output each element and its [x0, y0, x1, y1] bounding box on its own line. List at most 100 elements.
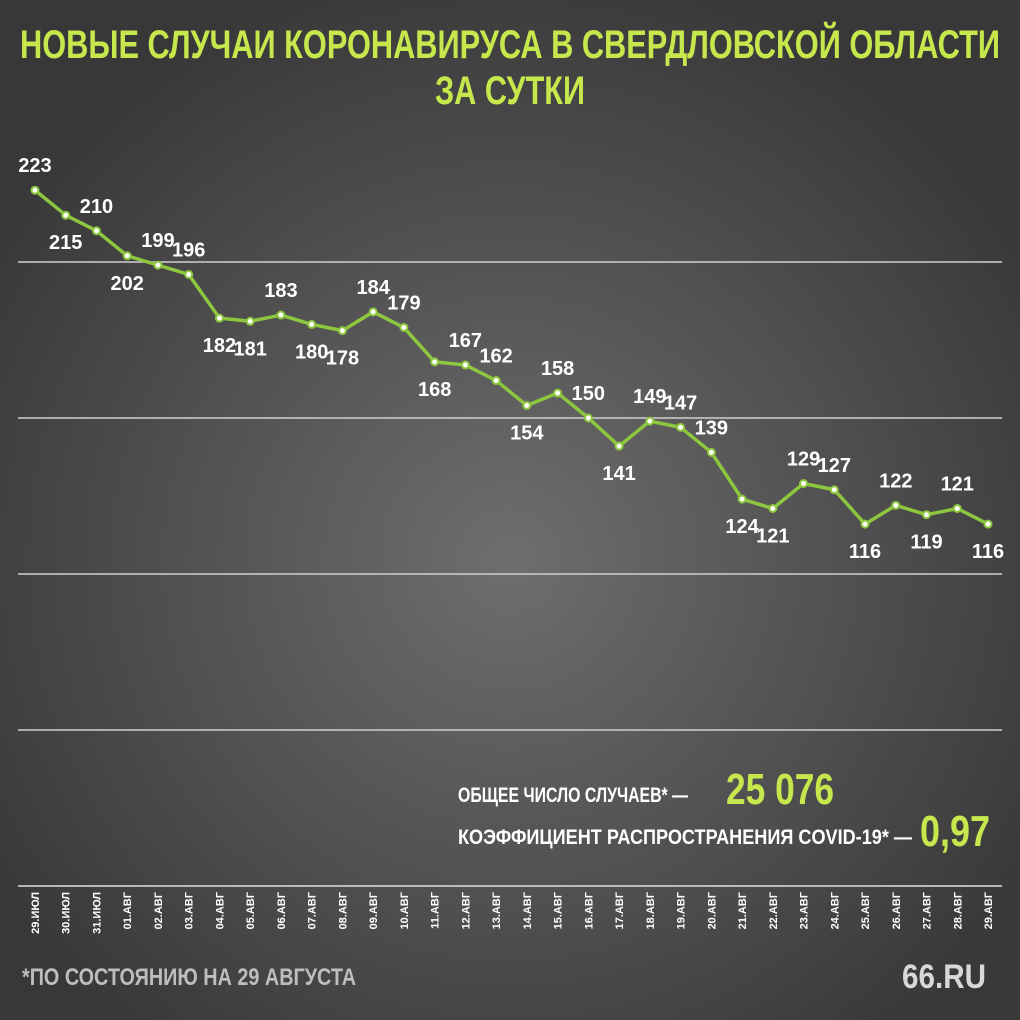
annotation-value: 0,97 — [920, 807, 990, 856]
x-tick-label: 05.АВГ — [245, 891, 257, 929]
data-label: 183 — [264, 280, 297, 302]
point — [891, 500, 901, 510]
point — [430, 357, 440, 367]
x-tick-label: 12.АВГ — [460, 891, 472, 929]
data-label: 202 — [111, 273, 144, 295]
x-tick-label: 29.ИЮЛ — [30, 892, 42, 934]
data-label: 139 — [695, 417, 728, 439]
point — [245, 316, 255, 326]
point — [553, 388, 563, 398]
point — [61, 210, 71, 220]
data-label: 167 — [449, 330, 482, 352]
x-tick-label: 25.АВГ — [860, 891, 872, 929]
point — [860, 519, 870, 529]
data-label: 184 — [356, 277, 390, 299]
point — [583, 413, 593, 423]
x-tick-label: 18.АВГ — [645, 891, 657, 929]
data-label: 178 — [326, 348, 359, 370]
x-tick-label: 20.АВГ — [706, 891, 718, 929]
point — [307, 319, 317, 329]
point — [153, 260, 163, 270]
x-tick-label: 16.АВГ — [583, 891, 595, 929]
x-tick-label: 08.АВГ — [337, 891, 349, 929]
x-tick-label: 24.АВГ — [829, 891, 841, 929]
data-label: 210 — [80, 196, 113, 218]
point — [952, 503, 962, 513]
x-tick-label: 21.АВГ — [737, 891, 749, 929]
x-tick-label: 11.АВГ — [430, 891, 442, 929]
point — [614, 441, 624, 451]
x-tick-label: 29.АВГ — [983, 891, 995, 929]
footnote: *ПО СОСТОЯНИЮ НА 29 АВГУСТА — [22, 964, 356, 991]
data-label: 154 — [510, 423, 544, 445]
x-tick-label: 01.АВГ — [122, 891, 134, 929]
data-label: 116 — [972, 541, 1004, 563]
x-tick-label: 23.АВГ — [799, 891, 811, 929]
point — [184, 269, 194, 279]
point — [91, 226, 101, 236]
data-label: 127 — [818, 455, 851, 477]
x-tick-label: 17.АВГ — [614, 891, 626, 929]
point — [983, 519, 993, 529]
chart-subtitle: ЗА СУТКИ — [435, 69, 585, 113]
x-tick-label: 10.АВГ — [399, 891, 411, 929]
data-label: 168 — [418, 379, 451, 401]
source-logo: 66.RU — [902, 958, 986, 996]
annotation-label: ОБЩЕЕ ЧИСЛО СЛУЧАЕВ* — — [458, 784, 688, 807]
data-label: 179 — [387, 293, 420, 315]
x-tick-label: 14.АВГ — [522, 891, 534, 929]
point — [214, 313, 224, 323]
data-label: 119 — [910, 532, 942, 554]
data-label: 180 — [295, 341, 328, 363]
point — [799, 479, 809, 489]
annotation-value: 25 076 — [726, 765, 834, 814]
x-tick-label: 09.АВГ — [368, 891, 380, 929]
x-tick-label: 22.АВГ — [768, 891, 780, 929]
point — [706, 447, 716, 457]
point — [737, 494, 747, 504]
x-tick-label: 28.АВГ — [952, 891, 964, 929]
point — [276, 310, 286, 320]
point — [30, 185, 40, 195]
data-label: 122 — [879, 470, 912, 492]
data-label: 162 — [479, 346, 512, 368]
x-tick-label: 13.АВГ — [491, 891, 503, 929]
line — [33, 188, 989, 526]
point — [922, 510, 932, 520]
x-tick-label: 30.ИЮЛ — [61, 892, 73, 934]
x-tick-label: 15.АВГ — [553, 891, 565, 929]
data-label: 196 — [172, 239, 205, 261]
x-tick-label: 04.АВГ — [214, 891, 226, 929]
x-tick-label: 31.ИЮЛ — [91, 892, 103, 934]
point — [676, 422, 686, 432]
point — [522, 401, 532, 411]
data-label: 182 — [203, 335, 236, 357]
x-tick-label: 19.АВГ — [676, 891, 688, 929]
data-label: 158 — [541, 358, 574, 380]
point — [829, 485, 839, 495]
data-label: 223 — [18, 155, 51, 177]
data-label: 215 — [49, 232, 82, 254]
x-tick-label: 06.АВГ — [276, 891, 288, 929]
x-tick-label: 03.АВГ — [184, 891, 196, 929]
x-tick-label: 27.АВГ — [922, 891, 934, 929]
point — [460, 360, 470, 370]
x-tick-label: 07.АВГ — [307, 891, 319, 929]
point — [368, 307, 378, 317]
data-label: 121 — [941, 473, 974, 495]
data-label: 147 — [664, 392, 697, 414]
point — [399, 323, 409, 333]
data-label: 149 — [633, 386, 666, 408]
data-label: 129 — [787, 449, 820, 471]
x-tick-label: 26.АВГ — [891, 891, 903, 929]
point — [337, 326, 347, 336]
data-label: 181 — [234, 338, 267, 360]
chart-title: НОВЫЕ СЛУЧАИ КОРОНАВИРУСА В СВЕРДЛОВСКОЙ… — [20, 21, 1000, 67]
x-tick-label: 02.АВГ — [153, 891, 165, 929]
point — [491, 376, 501, 386]
data-label: 121 — [756, 525, 789, 547]
point — [645, 416, 655, 426]
point — [122, 251, 132, 261]
